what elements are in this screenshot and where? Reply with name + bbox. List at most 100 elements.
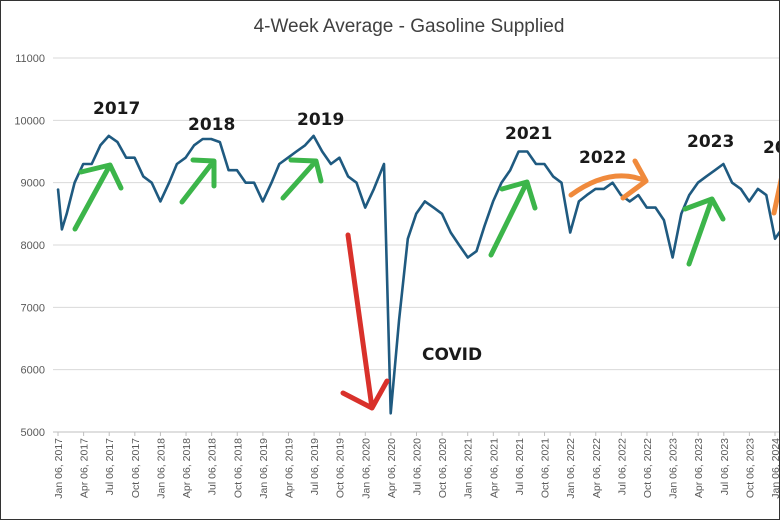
x-tick-label: Jul 06, 2019 xyxy=(309,438,321,495)
x-tick-label: Oct 06, 2020 xyxy=(437,438,449,498)
arrow-2017 xyxy=(72,162,124,232)
data-point xyxy=(150,181,153,184)
x-tick-label: Apr 06, 2019 xyxy=(283,438,295,498)
label-covid: COVID xyxy=(422,345,482,365)
data-point xyxy=(688,194,690,196)
data-point xyxy=(347,175,349,178)
data-point xyxy=(594,188,597,190)
x-tick-label: Jul 06, 2018 xyxy=(207,438,219,495)
data-point xyxy=(253,181,255,184)
data-point xyxy=(312,135,315,137)
data-point xyxy=(61,228,63,231)
data-point xyxy=(330,163,332,165)
x-tick-label: Apr 06, 2021 xyxy=(488,438,500,498)
x-tick-label: Jul 06, 2020 xyxy=(412,438,424,495)
data-point xyxy=(535,163,537,165)
data-point xyxy=(176,163,178,165)
x-tick-label: Jul 06, 2021 xyxy=(514,438,526,495)
data-point xyxy=(637,194,640,196)
data-point xyxy=(748,200,750,203)
data-point xyxy=(705,175,708,178)
y-tick-label: 8000 xyxy=(21,240,45,252)
chart-title: 4-Week Average - Gasoline Supplied xyxy=(254,16,565,37)
data-point xyxy=(73,181,76,184)
y-tick-label: 11000 xyxy=(15,53,45,65)
data-point xyxy=(611,181,614,184)
data-point xyxy=(552,175,554,178)
label-2017: 2017 xyxy=(93,99,140,119)
data-point xyxy=(543,163,546,165)
data-point xyxy=(432,206,435,209)
data-point xyxy=(731,181,733,184)
y-tick-label: 9000 xyxy=(21,178,45,190)
data-point xyxy=(389,412,392,415)
data-point xyxy=(628,200,631,203)
data-point xyxy=(142,175,145,178)
x-tick-label: Jan 06, 2022 xyxy=(565,438,577,499)
x-tick-label: Oct 06, 2019 xyxy=(335,438,347,498)
data-point xyxy=(671,256,674,259)
data-point xyxy=(449,231,452,234)
data-point xyxy=(517,150,520,153)
data-point xyxy=(714,169,716,171)
data-point xyxy=(578,200,580,203)
data-point xyxy=(483,225,486,228)
data-point xyxy=(227,169,230,171)
data-point xyxy=(620,194,622,196)
x-tick-label: Apr 06, 2022 xyxy=(591,438,603,498)
data-point xyxy=(355,181,358,184)
data-point xyxy=(407,237,409,240)
data-point xyxy=(159,200,162,203)
data-point xyxy=(680,213,683,215)
arrow-2023 xyxy=(682,196,726,267)
x-tick-label: Jan 06, 2017 xyxy=(53,438,65,499)
label-2019: 2019 xyxy=(297,110,344,130)
x-tick-label: Jan 06, 2018 xyxy=(155,438,167,499)
x-tick-label: Oct 06, 2022 xyxy=(642,438,654,498)
y-tick-label: 5000 xyxy=(21,427,45,439)
x-tick-label: Jan 06, 2019 xyxy=(258,438,270,499)
x-tick-label: Apr 06, 2018 xyxy=(181,438,193,498)
data-point xyxy=(364,206,366,209)
data-point xyxy=(603,188,605,190)
x-tick-label: Apr 06, 2017 xyxy=(79,438,91,498)
x-tick-label: Jul 06, 2022 xyxy=(616,438,628,495)
data-point xyxy=(585,194,588,196)
data-point xyxy=(82,163,85,165)
x-tick-label: Jan 06, 2023 xyxy=(668,438,680,499)
data-point xyxy=(646,206,648,209)
data-point xyxy=(739,188,742,190)
data-point xyxy=(475,250,478,253)
data-point xyxy=(287,156,289,159)
data-point xyxy=(338,156,341,159)
arrow-covid xyxy=(340,232,390,411)
data-point xyxy=(193,144,195,147)
data-point xyxy=(295,150,298,153)
x-tick-label: Apr 06, 2020 xyxy=(386,438,398,498)
data-point xyxy=(244,181,247,184)
x-tick-label: Jul 06, 2017 xyxy=(104,438,116,495)
y-tick-label: 6000 xyxy=(21,365,45,377)
data-point xyxy=(210,138,212,140)
data-point xyxy=(774,237,776,240)
data-point xyxy=(57,188,59,190)
data-point xyxy=(526,150,529,153)
data-point xyxy=(722,163,725,165)
data-point xyxy=(697,181,699,184)
data-point xyxy=(99,144,102,147)
label-2024: 2024 xyxy=(763,138,780,158)
arrow-2019 xyxy=(280,157,324,201)
x-tick-label: Jan 06, 2020 xyxy=(360,438,372,499)
x-tick-label: Jul 06, 2023 xyxy=(719,438,731,495)
data-point xyxy=(569,231,572,234)
series-line xyxy=(56,134,779,415)
data-point xyxy=(90,163,93,165)
data-point xyxy=(304,144,306,147)
arrow-2024 xyxy=(771,177,779,216)
label-2023: 2023 xyxy=(687,132,734,152)
data-point xyxy=(201,138,204,140)
x-tick-label: Oct 06, 2018 xyxy=(232,438,244,498)
data-point xyxy=(500,181,503,184)
